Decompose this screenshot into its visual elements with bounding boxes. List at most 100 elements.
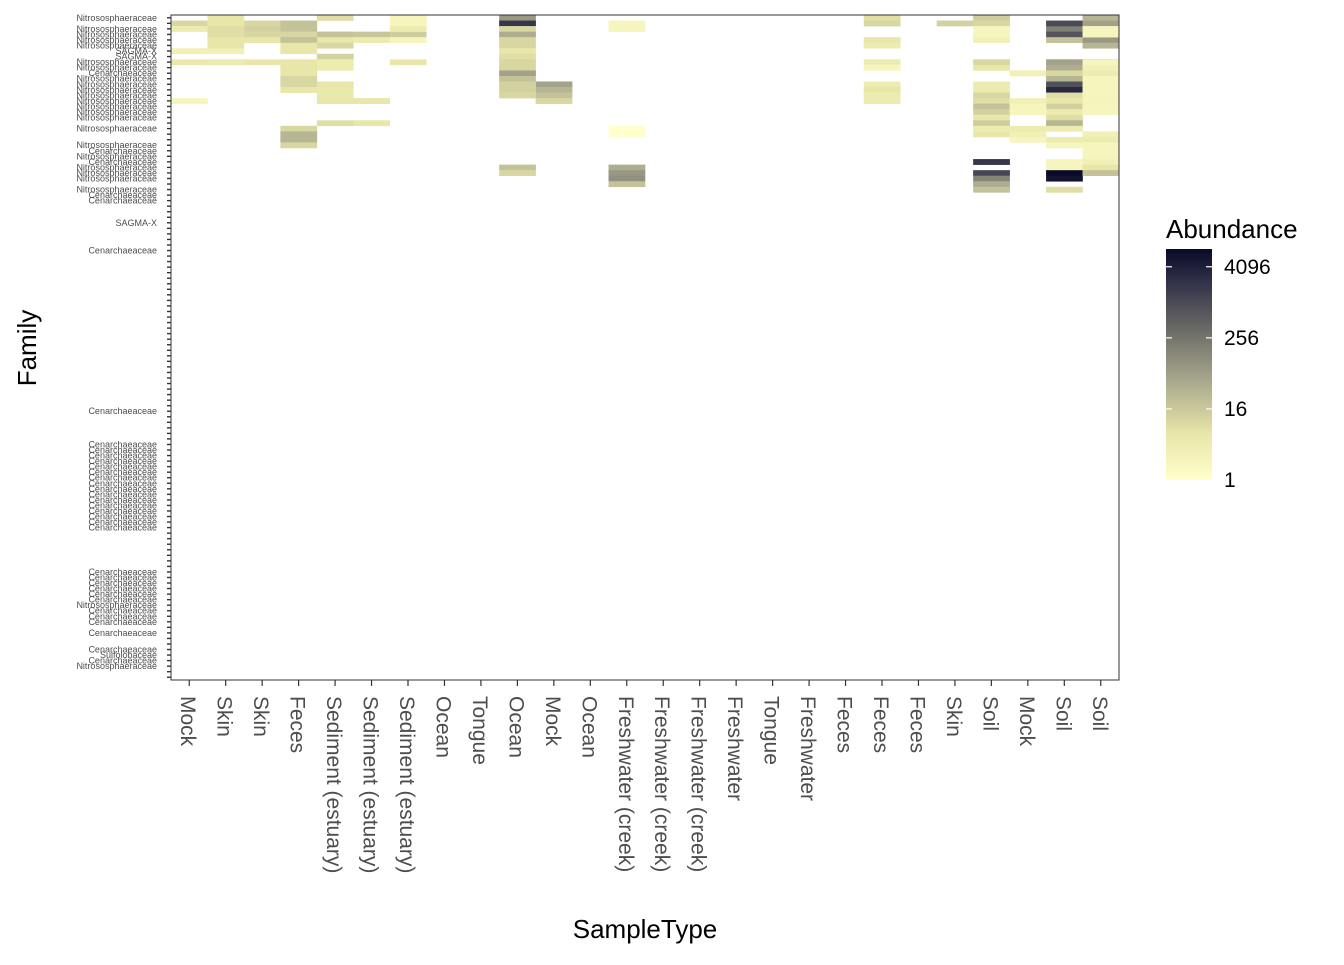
y-tick-label: Cenarchaeaceae	[88, 190, 157, 200]
y-tick-label: Cenarchaeaceae	[88, 523, 157, 533]
legend-tick-label: 256	[1224, 327, 1259, 350]
heatmap-cell	[1046, 20, 1083, 27]
y-axis: NitrososphaeraceaeNitrososphaeraceaeNitr…	[76, 13, 171, 678]
heatmap-cell	[1082, 136, 1120, 143]
heatmap-cell	[973, 125, 1010, 132]
y-tick-label: Cenarchaeaceae	[88, 484, 157, 494]
heatmap-cell	[280, 87, 318, 93]
heatmap-cell	[316, 15, 354, 21]
heatmap-cell	[1009, 136, 1047, 143]
heatmap-cell	[316, 81, 354, 88]
y-tick-label: Cenarchaeaceae	[88, 589, 157, 599]
y-tick-label: SAGMA-X	[115, 46, 157, 56]
heatmap-cell	[316, 59, 354, 66]
y-tick-label: Nitrososphaeraceae	[76, 162, 157, 172]
heatmap-cell	[863, 20, 901, 27]
y-tick-label: Nitrososphaeraceae	[76, 113, 157, 123]
x-tick-label: Feces	[869, 696, 892, 753]
legend: Abundance 1 16 256 4096	[1166, 214, 1298, 492]
heatmap-cell	[1046, 70, 1083, 77]
heatmap-cell	[280, 42, 318, 49]
x-tick-label: Mock	[541, 696, 564, 747]
heatmap-cell	[243, 59, 281, 66]
y-tick-label: Cenarchaeaceae	[88, 157, 157, 167]
heatmap-cell	[1046, 120, 1083, 127]
heatmap-cell	[171, 26, 208, 32]
y-tick-label: Cenarchaeaceae	[88, 445, 157, 455]
y-tick-label: Nitrososphaeraceae	[76, 63, 157, 73]
heatmap-cell	[280, 142, 318, 149]
x-tick-label: Freshwater (creek)	[687, 696, 710, 872]
legend-tick-label: 4096	[1224, 256, 1271, 279]
heatmap-cell	[863, 59, 901, 66]
heatmap-cell	[608, 131, 646, 138]
heatmap-cell	[316, 98, 354, 104]
heatmap-cell	[499, 92, 536, 99]
heatmap-cell	[973, 31, 1010, 38]
heatmap-cell	[973, 175, 1010, 182]
heatmap-cell	[353, 37, 391, 44]
heatmap-cell	[1082, 153, 1120, 160]
heatmap-cell	[353, 120, 391, 127]
heatmap-cell	[1046, 103, 1083, 110]
heatmap-cell	[1046, 92, 1083, 99]
y-tick-label: Cenarchaeaceae	[88, 456, 157, 466]
heatmap-cell	[863, 42, 901, 49]
heatmap-cell	[535, 92, 573, 99]
x-tick-label: Feces	[905, 696, 928, 753]
heatmap-cell	[1082, 131, 1120, 138]
heatmap-cell	[1046, 109, 1083, 116]
heatmap-cell	[280, 48, 318, 55]
heatmap-cell	[1009, 103, 1047, 110]
heatmap-cell	[280, 59, 318, 66]
heatmap-cell	[280, 70, 318, 77]
heatmap-cell	[1046, 87, 1083, 93]
y-tick-label: SAGMA-X	[115, 218, 157, 228]
heatmap-cell	[1046, 186, 1083, 193]
y-tick-label: Cenarchaeaceae	[88, 196, 157, 206]
heatmap-cell	[1082, 103, 1120, 110]
y-tick-label: Cenarchaeaceae	[88, 595, 157, 605]
y-tick-label: Cenarchaeaceae	[88, 584, 157, 594]
heatmap-cell	[499, 170, 536, 177]
heatmap-cell	[207, 20, 245, 27]
y-tick-label: Cenarchaeaceae	[88, 578, 157, 588]
heatmap-cell	[1082, 64, 1120, 71]
heatmap-cell	[499, 64, 536, 71]
heatmap-cell	[499, 48, 536, 55]
heatmap-cell	[499, 81, 536, 88]
y-tick-label: Nitrososphaeraceae	[76, 40, 157, 50]
heatmap-cell	[1082, 159, 1120, 165]
x-tick-label: Soil	[1051, 696, 1074, 731]
heatmap-cell	[389, 20, 427, 27]
heatmap-cell	[1082, 87, 1120, 93]
heatmap-cell	[973, 81, 1010, 88]
y-tick-label: Nitrososphaeraceae	[76, 57, 157, 67]
heatmap-cell	[207, 59, 245, 66]
heatmap-cells	[171, 15, 1120, 193]
heatmap-cell	[1009, 70, 1047, 77]
heatmap-cell	[608, 175, 646, 182]
heatmap-cell	[1082, 92, 1120, 99]
heatmap-cell	[936, 20, 974, 27]
y-tick-label: Cenarchaeaceae	[88, 572, 157, 582]
heatmap-cell	[280, 81, 318, 88]
x-tick-label: Feces	[833, 696, 856, 753]
heatmap-cell	[973, 15, 1010, 21]
heatmap-cell	[207, 37, 245, 44]
heatmap-cell	[973, 20, 1010, 27]
heatmap-cell	[863, 15, 901, 21]
y-tick-label: Cenarchaeaceae	[88, 68, 157, 78]
heatmap-cell	[1082, 15, 1120, 21]
heatmap-cell	[1046, 26, 1083, 32]
heatmap-cell	[207, 48, 245, 55]
heatmap-cell	[280, 31, 318, 38]
heatmap-cell	[1082, 148, 1120, 154]
heatmap-cell	[316, 120, 354, 127]
x-tick-label: Sediment (estuary)	[359, 696, 382, 873]
heatmap-cell	[499, 75, 536, 82]
heatmap-cell	[207, 15, 245, 21]
heatmap-cell	[973, 87, 1010, 93]
x-axis-title: SampleType	[573, 914, 718, 944]
y-tick-label: Cenarchaeaceae	[88, 500, 157, 510]
